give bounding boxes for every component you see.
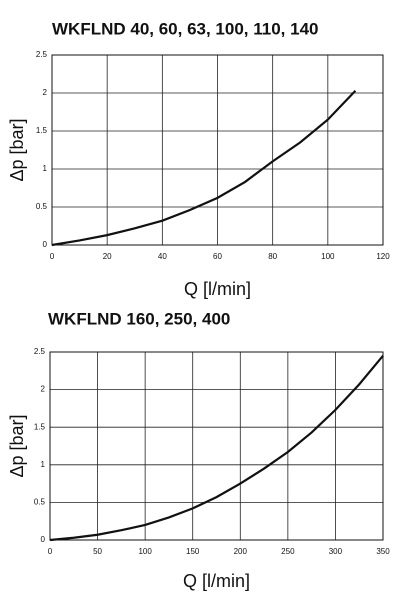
- x-tick-label: 50: [93, 547, 102, 556]
- x-axis-label: Q [l/min]: [183, 571, 250, 591]
- y-tick-label: 2: [43, 88, 48, 97]
- y-tick-label: 1.5: [36, 126, 48, 135]
- x-tick-label: 20: [103, 252, 112, 261]
- y-tick-label: 1: [41, 460, 46, 469]
- y-tick-label: 1.5: [34, 422, 46, 431]
- y-tick-label: 0.5: [36, 202, 48, 211]
- x-tick-label: 60: [213, 252, 222, 261]
- x-tick-label: 120: [376, 252, 390, 261]
- x-tick-label: 150: [186, 547, 200, 556]
- x-tick-label: 350: [376, 547, 390, 556]
- y-tick-label: 2.5: [34, 347, 46, 356]
- x-tick-label: 40: [158, 252, 167, 261]
- y-tick-label: 0: [43, 240, 48, 249]
- x-tick-label: 100: [138, 547, 152, 556]
- chart-title: WKFLND 160, 250, 400: [48, 309, 230, 328]
- y-tick-label: 2: [41, 385, 46, 394]
- y-axis-label: Δp [bar]: [7, 414, 27, 477]
- y-axis-label: Δp [bar]: [7, 118, 27, 181]
- x-axis-label: Q [l/min]: [184, 279, 251, 299]
- x-tick-label: 0: [50, 252, 55, 261]
- y-tick-label: 0: [41, 535, 46, 544]
- x-tick-label: 100: [321, 252, 335, 261]
- data-line: [49, 355, 384, 542]
- x-tick-label: 200: [234, 547, 248, 556]
- x-tick-label: 0: [48, 547, 53, 556]
- x-tick-label: 250: [281, 547, 295, 556]
- y-tick-label: 0.5: [34, 498, 46, 507]
- chart-title: WKFLND 40, 60, 63, 100, 110, 140: [52, 19, 318, 38]
- y-tick-label: 1: [43, 164, 48, 173]
- plot-frame: [49, 351, 384, 541]
- x-tick-label: 80: [268, 252, 277, 261]
- y-tick-label: 2.5: [36, 50, 48, 59]
- plot-frame: [51, 54, 384, 246]
- x-tick-label: 300: [329, 547, 343, 556]
- data-line: [51, 89, 357, 247]
